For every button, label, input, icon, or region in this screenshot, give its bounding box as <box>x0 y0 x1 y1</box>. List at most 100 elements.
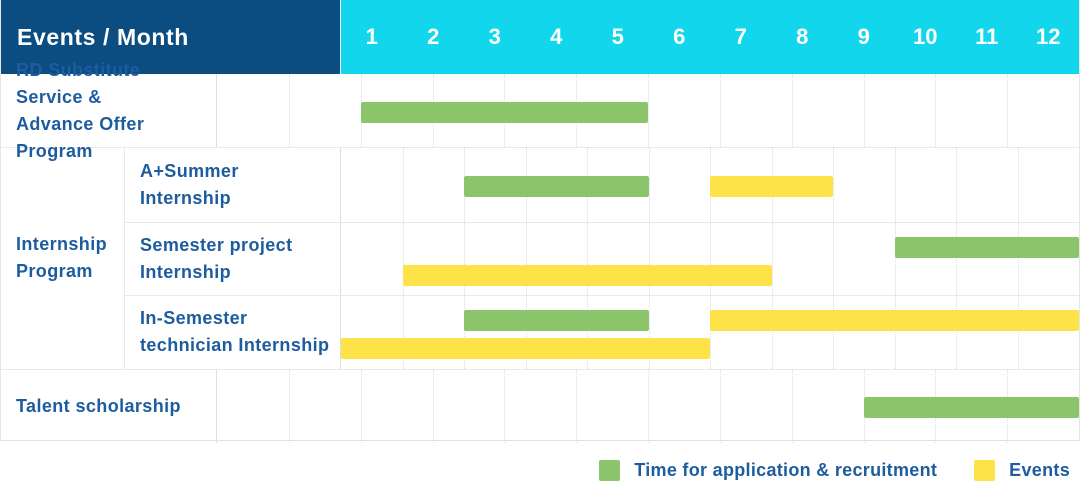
gantt-table: Events / Month 1 2 3 4 5 6 7 8 9 10 11 12 RD Substi… <box>0 0 1080 443</box>
month-label-12: 12 <box>1036 24 1061 49</box>
group-label: Internship Program <box>1 148 125 369</box>
legend: Time for application & recruitment Events <box>599 460 1070 481</box>
gantt-bar-events <box>402 264 772 286</box>
row-label-line: Advance Offer Program <box>16 113 145 161</box>
row-label-line: A+Summer <box>140 161 239 182</box>
row-label: In-Semester technician Internship <box>125 296 340 368</box>
month-gridline <box>525 222 527 296</box>
row-label-line: In-Semester <box>140 308 248 329</box>
gantt-bar-recruitment <box>894 236 1079 258</box>
row-label-line: Semester project <box>140 234 293 255</box>
month-gridline <box>648 369 649 443</box>
month-gridline <box>402 222 404 296</box>
month-gridline <box>288 74 290 148</box>
month-gridline <box>833 148 834 222</box>
row-label: Talent scholarship <box>1 370 216 443</box>
gantt-bar-recruitment <box>360 101 648 123</box>
legend-item-recruitment: Time for application & recruitment <box>599 460 937 481</box>
month-gridline <box>576 369 578 443</box>
month-gridline <box>288 369 290 443</box>
month-gridline <box>791 74 793 148</box>
month-gridline <box>587 296 588 369</box>
legend-item-event: Events <box>974 460 1070 481</box>
month-gridline <box>935 74 937 148</box>
month-gridline <box>648 296 650 369</box>
group-rows: Talent scholarship <box>1 369 1079 443</box>
row-chart <box>216 369 1079 443</box>
month-label-9: 9 <box>857 24 870 49</box>
month-gridline <box>956 222 957 296</box>
row-label-line: Internship <box>140 188 232 209</box>
group-rows: RD Substitute Service & Advance Offer Pro… <box>1 60 1079 161</box>
row-chart <box>340 296 1079 369</box>
month-label-11: 11 <box>975 24 999 49</box>
month-gridline <box>1017 222 1019 296</box>
table-header-row: Events / Month 1 2 3 4 5 6 7 8 9 10 11 12 <box>1 0 1079 74</box>
group-rows: A+Summer Internship Semester project Intern… <box>125 148 1079 369</box>
month-gridline <box>719 74 721 148</box>
month-gridline <box>648 148 650 222</box>
month-label-8: 8 <box>796 24 809 49</box>
row-chart <box>340 148 1079 222</box>
month-gridline <box>402 148 404 222</box>
month-gridline <box>587 222 588 296</box>
row-group-2: Internship Program A+Summer Internship Seme… <box>1 147 1079 369</box>
month-gridline <box>956 148 957 222</box>
legend-swatch-recruitment <box>599 460 621 481</box>
row-chart <box>340 222 1079 296</box>
month-label-10: 10 <box>913 24 938 49</box>
month-gridline <box>719 369 721 443</box>
row-label-line: Internship <box>140 261 232 282</box>
month-gridline <box>525 296 527 369</box>
month-gridline <box>360 369 362 443</box>
month-label-4: 4 <box>550 24 563 49</box>
gantt-bar-events <box>710 310 1079 332</box>
month-label-3: 3 <box>488 24 501 49</box>
table-row: A+Summer Internship <box>125 148 1079 222</box>
row-label: RD Substitute Service & Advance Offer Pro… <box>1 60 216 161</box>
month-label-7: 7 <box>734 24 747 49</box>
gantt-bar-events <box>341 338 710 360</box>
month-label-5: 5 <box>611 24 624 49</box>
month-gridline <box>791 369 793 443</box>
month-gridline <box>833 222 834 296</box>
month-gridline <box>710 222 711 296</box>
row-label-line: Talent scholarship <box>16 395 181 416</box>
gantt-bar-recruitment <box>464 310 649 332</box>
row-label-line: RD Substitute Service & <box>16 59 141 107</box>
month-gridline <box>648 74 649 148</box>
month-gridline <box>894 222 896 296</box>
row-label-line: technician Internship <box>140 335 330 356</box>
table-row: RD Substitute Service & Advance Offer Pro… <box>1 60 1079 161</box>
table-body: RD Substitute Service & Advance Offer Pro… <box>1 60 1079 443</box>
month-label-1: 1 <box>365 24 378 49</box>
month-gridline <box>863 74 865 148</box>
gantt-bar-recruitment <box>863 397 1079 419</box>
events-month-header-cell: Events / Month <box>1 0 341 74</box>
month-gridline <box>894 296 896 369</box>
legend-label-recruitment: Time for application & recruitment <box>634 460 938 480</box>
gantt-bar-recruitment <box>464 176 649 198</box>
month-gridline <box>771 222 773 296</box>
month-gridline <box>956 296 957 369</box>
row-chart <box>216 74 1079 148</box>
row-group-3: Talent scholarship <box>1 368 1079 443</box>
legend-label-event: Events <box>1009 460 1070 480</box>
month-gridline <box>1017 148 1019 222</box>
row-label: Semester project Internship <box>125 223 340 295</box>
month-gridline <box>504 369 506 443</box>
row-group-1: RD Substitute Service & Advance Offer Pro… <box>1 60 1079 161</box>
month-gridline <box>402 296 404 369</box>
month-gridline <box>1007 74 1009 148</box>
month-gridline <box>1017 296 1019 369</box>
month-gridline <box>464 296 465 369</box>
month-header: 1 2 3 4 5 6 7 8 9 10 11 12 <box>341 0 1079 74</box>
month-gridline <box>648 222 650 296</box>
month-gridline <box>894 148 896 222</box>
month-gridline <box>464 222 465 296</box>
month-gridline <box>432 369 434 443</box>
table-row: Talent scholarship <box>1 369 1079 443</box>
month-label-6: 6 <box>673 24 686 49</box>
row-label: A+Summer Internship <box>125 148 340 221</box>
month-gridline <box>710 296 711 369</box>
